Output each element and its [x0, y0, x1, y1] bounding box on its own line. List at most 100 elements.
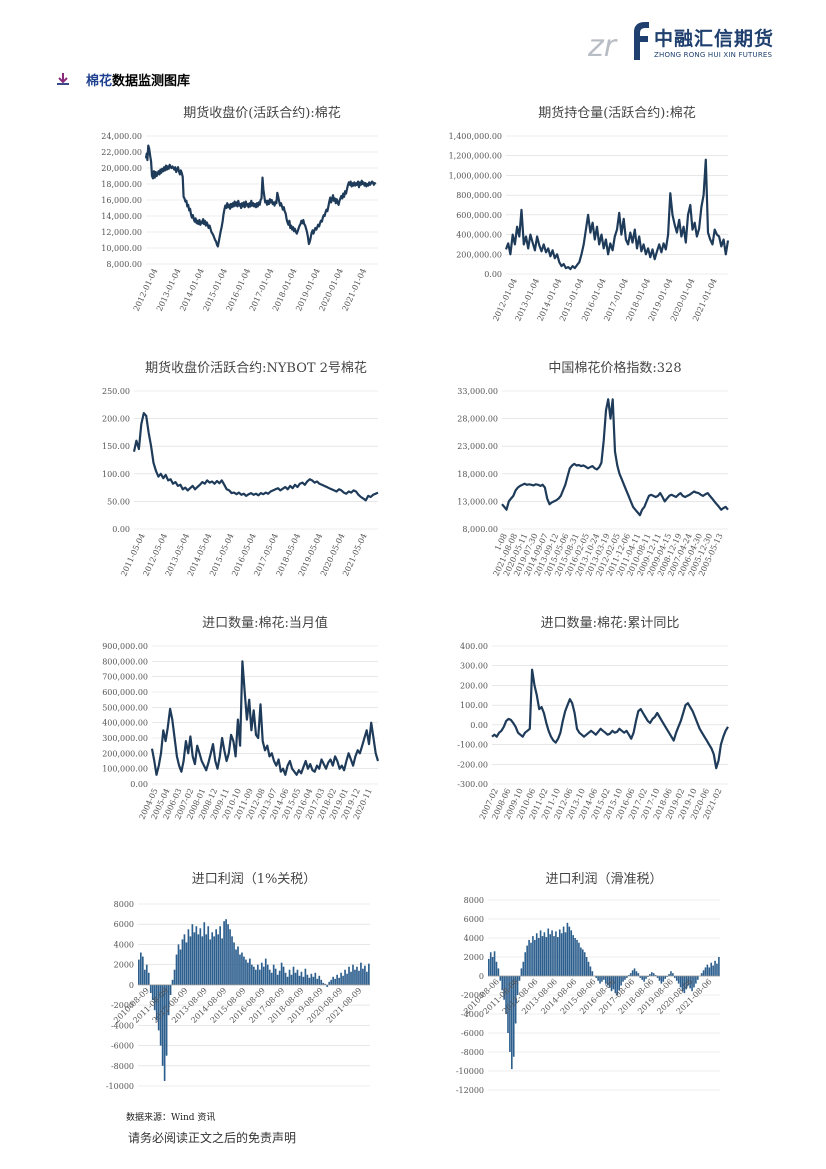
y-tick-label: 1,000,000.00 — [449, 171, 502, 180]
y-tick-label: -10000 — [106, 1082, 134, 1091]
y-tick-label: 10,000.00 — [101, 244, 142, 253]
bar — [187, 929, 190, 985]
bar — [147, 972, 150, 985]
y-tick-label: 0.00 — [130, 780, 148, 789]
bar — [215, 929, 218, 985]
bar — [239, 954, 241, 985]
bar — [524, 952, 527, 976]
x-tick-label: 2014-01-04 — [178, 267, 206, 313]
bar — [545, 937, 548, 976]
bar — [284, 972, 287, 985]
bar — [512, 976, 515, 1057]
bar — [578, 942, 580, 976]
bar — [650, 972, 653, 976]
bar — [685, 976, 688, 990]
bar — [597, 976, 599, 981]
bar — [165, 984, 168, 1056]
bar — [352, 964, 354, 985]
bar — [336, 974, 338, 985]
bar — [558, 929, 561, 976]
bar — [237, 946, 239, 985]
bar — [639, 976, 642, 978]
x-tick-label: 2021-01-04 — [341, 267, 369, 313]
y-tick-label: 14,000.00 — [101, 212, 142, 221]
x-tick-label: 2020-01-04 — [317, 267, 345, 313]
y-tick-label: 24,000.00 — [101, 132, 142, 141]
bar — [557, 937, 559, 976]
bar — [233, 942, 235, 985]
bar — [570, 930, 573, 976]
bar — [677, 976, 680, 984]
bar — [278, 970, 281, 985]
y-tick-label: 100.00 — [460, 701, 488, 710]
bar — [264, 958, 267, 985]
bar — [616, 976, 619, 995]
bar — [316, 978, 319, 985]
bar — [175, 954, 178, 985]
bar — [179, 949, 182, 985]
c2-svg: 期货持仓量(活跃合约):棉花 1,400,000.00 1,200,000.00 1,… — [449, 105, 730, 323]
chart-nybot-cotton: 期货收盘价活跃合约:NYBOT 2号棉花 250.00 200.00 150.00 10… — [90, 353, 390, 593]
y-tick-label: 8000 — [464, 896, 484, 905]
bar — [612, 976, 615, 990]
y-tick-label: -8000 — [461, 1048, 484, 1057]
bar — [225, 919, 227, 985]
y-tick-label: 8000 — [114, 900, 134, 909]
y-tick-label: 13,000.00 — [457, 497, 498, 506]
y-tick-label: 6000 — [464, 915, 484, 924]
bar — [672, 973, 674, 976]
bar — [143, 969, 146, 985]
bar — [635, 971, 638, 976]
bar — [585, 957, 588, 976]
bar — [564, 932, 567, 976]
bar — [360, 962, 362, 985]
y-tick-label: 20,000.00 — [101, 164, 142, 173]
bar — [656, 976, 659, 978]
bar — [302, 976, 305, 985]
bar — [631, 970, 634, 976]
bar — [627, 975, 630, 976]
y-tick-label: 500,000.00 — [102, 703, 148, 712]
section-prefix: 棉花 — [86, 73, 113, 89]
svg-text:zr: zr — [588, 29, 618, 60]
bar — [624, 976, 626, 980]
y-tick-label: 100,000.00 — [102, 765, 148, 774]
y-tick-label: 300,000.00 — [102, 734, 148, 743]
bar — [138, 959, 140, 985]
bar — [518, 976, 521, 981]
bar — [324, 983, 327, 985]
bar — [626, 976, 628, 978]
bar — [581, 949, 584, 976]
bar — [155, 984, 158, 1021]
y-tick-label: 18,000.00 — [101, 180, 142, 189]
bar — [618, 976, 620, 991]
bar — [334, 978, 336, 985]
y-tick-label: 400,000.00 — [456, 231, 502, 240]
bar — [298, 975, 301, 985]
bar — [235, 949, 237, 985]
bar — [693, 976, 695, 988]
y-tick-label: 200.00 — [460, 681, 488, 690]
bar — [197, 934, 200, 985]
y-tick-label: -300.00 — [457, 780, 488, 789]
bar — [221, 938, 223, 985]
bar — [201, 936, 204, 985]
bar — [633, 968, 636, 976]
series-line — [504, 158, 730, 271]
bar — [541, 936, 544, 976]
bar — [151, 984, 154, 1001]
chart-title: 进口利润（1%关税） — [192, 872, 317, 887]
bar — [171, 979, 174, 985]
bar — [161, 984, 164, 1066]
series-line — [132, 412, 379, 502]
bar — [328, 981, 331, 985]
bar — [231, 936, 233, 985]
chart-title: 期货持仓量(活跃合约):棉花 — [538, 105, 696, 121]
chart-title: 期货收盘价活跃合约:NYBOT 2号棉花 — [145, 360, 367, 376]
series-line — [144, 144, 377, 248]
bar — [501, 976, 504, 991]
c3-svg: 期货收盘价活跃合约:NYBOT 2号棉花 250.00 200.00 150.00 10… — [102, 360, 379, 578]
y-tick-label: -4000 — [461, 1010, 484, 1019]
y-tick-label: 1,200,000.00 — [449, 152, 502, 161]
x-tick-label: 2021-01-04 — [691, 277, 719, 323]
